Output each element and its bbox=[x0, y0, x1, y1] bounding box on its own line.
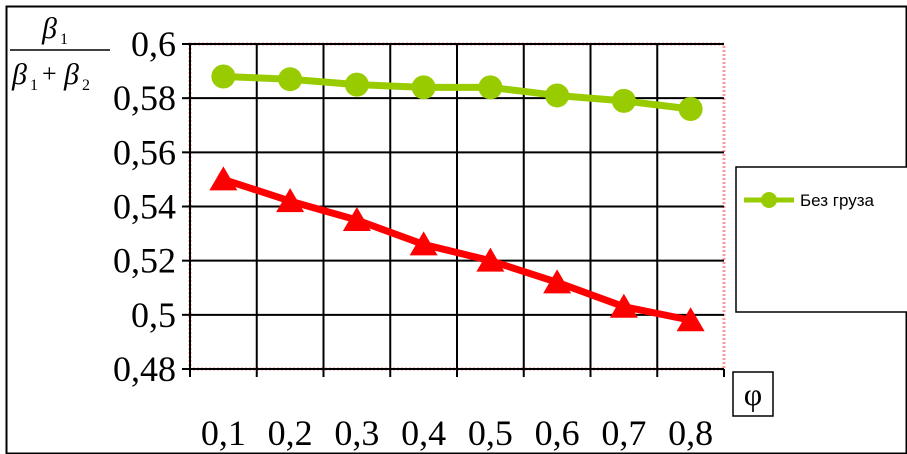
y-tick-label-0: 0,48 bbox=[113, 349, 176, 389]
y-tick-label-4: 0,56 bbox=[113, 132, 176, 172]
y-label-denominator-b: β bbox=[63, 58, 79, 91]
y-tick-label-1: 0,5 bbox=[131, 295, 176, 335]
legend-series-1-marker bbox=[761, 192, 777, 208]
series-1-point-6 bbox=[611, 88, 636, 113]
y-label-numerator: β bbox=[41, 12, 57, 45]
series-1-point-7 bbox=[678, 97, 703, 121]
x-tick-labels: 0,1 0,2 0,3 0,4 0,5 0,6 0,7 0,8 bbox=[201, 413, 713, 453]
legend-series-1-label: Без груза bbox=[800, 191, 875, 210]
y-label-denominator-a-sub: 1 bbox=[30, 77, 38, 94]
series-1-point-2 bbox=[344, 72, 369, 97]
y-label-plus: + bbox=[42, 59, 57, 88]
x-tick-label-3: 0,4 bbox=[401, 413, 446, 453]
axes bbox=[182, 43, 725, 377]
x-tick-label-7: 0,8 bbox=[668, 413, 713, 453]
x-tick-label-2: 0,3 bbox=[334, 413, 379, 453]
y-axis-label: β 1 β 1 + β 2 bbox=[10, 12, 110, 94]
series-2-point-1 bbox=[276, 188, 305, 213]
series-1-point-5 bbox=[545, 83, 570, 108]
series-2-point-6 bbox=[609, 293, 638, 318]
y-tick-label-3: 0,54 bbox=[113, 187, 176, 227]
x-tick-label-0: 0,1 bbox=[201, 413, 246, 453]
series-2-line bbox=[222, 176, 692, 324]
legend: Без груза bbox=[735, 166, 907, 313]
x-axis-label: φ bbox=[732, 371, 774, 417]
series-1-point-3 bbox=[411, 75, 436, 100]
y-label-denominator-a: β bbox=[11, 58, 27, 91]
x-label-box bbox=[732, 371, 774, 417]
x-tick-label-6: 0,7 bbox=[601, 413, 646, 453]
series-2-point-5 bbox=[543, 269, 572, 294]
series-1-point-4 bbox=[478, 75, 503, 100]
series-2-point-7 bbox=[676, 307, 705, 332]
series-2-point-0 bbox=[209, 166, 238, 191]
y-tick-label-5: 0,58 bbox=[113, 78, 176, 118]
series-2-point-2 bbox=[342, 207, 371, 232]
legend-box bbox=[735, 166, 907, 313]
y-tick-label-6: 0,6 bbox=[131, 24, 176, 64]
y-label-denominator-b-sub: 2 bbox=[82, 77, 90, 94]
x-tick-label-5: 0,6 bbox=[535, 413, 580, 453]
series-1-point-0 bbox=[211, 64, 236, 89]
x-tick-label-1: 0,2 bbox=[268, 413, 313, 453]
series-1-point-1 bbox=[278, 67, 303, 92]
series-2-point-3 bbox=[409, 231, 438, 256]
y-tick-labels: 0,48 0,5 0,52 0,54 0,56 0,58 0,6 bbox=[113, 24, 176, 389]
x-tick-label-4: 0,5 bbox=[468, 413, 513, 453]
y-tick-label-2: 0,52 bbox=[113, 241, 176, 281]
y-label-numerator-sub: 1 bbox=[60, 31, 68, 48]
series-2-point-4 bbox=[476, 247, 505, 272]
series bbox=[209, 64, 705, 332]
x-label-text: φ bbox=[744, 376, 762, 412]
